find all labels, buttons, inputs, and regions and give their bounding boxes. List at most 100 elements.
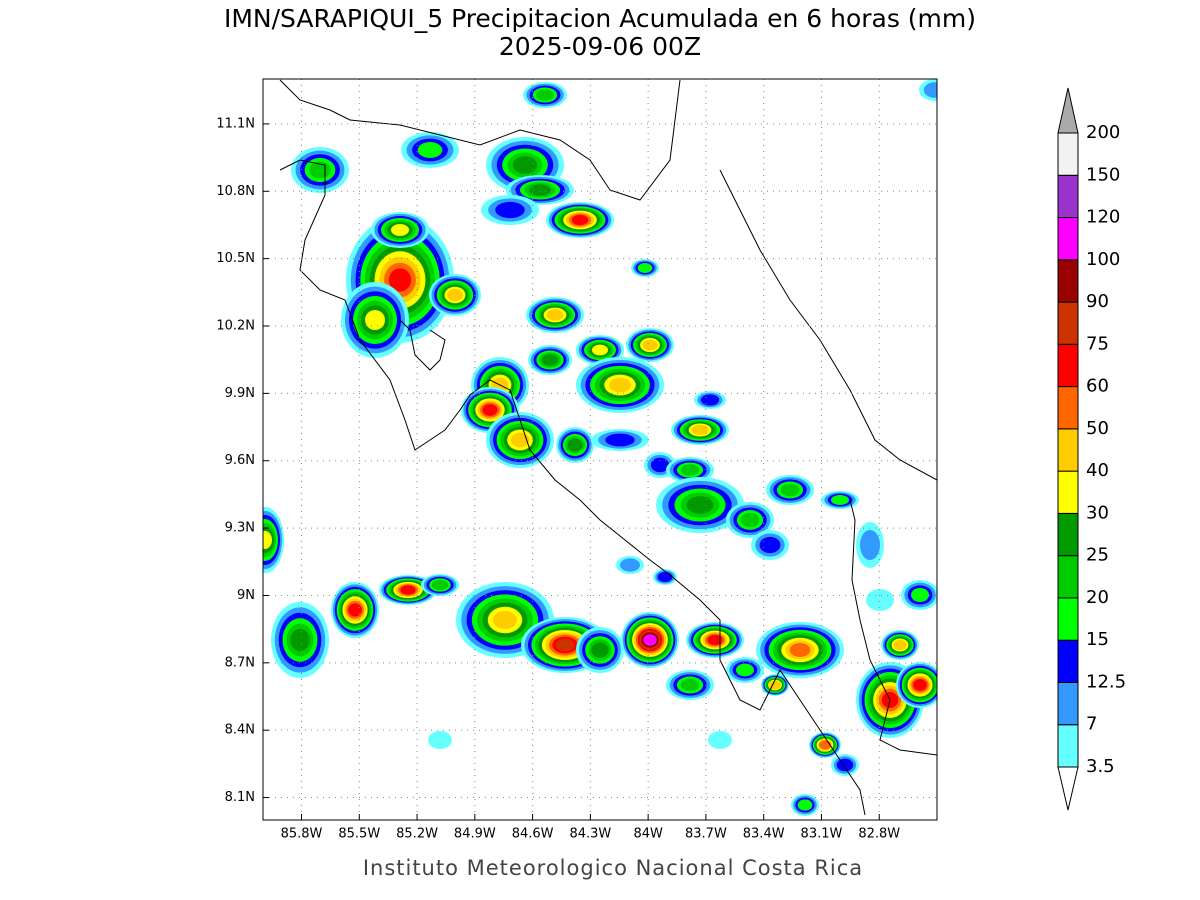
rain-contour [866, 589, 894, 611]
colorbar-box [1057, 386, 1079, 430]
colorbar-box [1057, 724, 1079, 768]
rain-contour [290, 628, 310, 652]
rain-contour [893, 639, 907, 651]
colorbar-label: 25 [1086, 545, 1109, 566]
rain-contour [708, 731, 732, 749]
colorbar-box [1057, 681, 1079, 726]
colorbar-label: 150 [1086, 164, 1120, 185]
colorbar-label: 200 [1086, 122, 1120, 143]
caribbean-coast [279, 79, 937, 481]
rain-contour [740, 512, 760, 528]
y-tick-label: 9.6N [225, 453, 255, 468]
rain-contour [391, 224, 409, 236]
colorbar-label: 100 [1086, 249, 1120, 270]
rain-contour [555, 638, 575, 652]
colorbar-box [1057, 132, 1079, 176]
colorbar-label: 30 [1086, 502, 1109, 523]
rain-contour [686, 496, 714, 514]
colorbar-label: 15 [1086, 629, 1109, 650]
coastlines [279, 79, 937, 816]
colorbar-label: 50 [1086, 418, 1109, 439]
rain-contour [769, 680, 781, 690]
x-tick-label: 85.8W [281, 827, 323, 842]
rain-contour [913, 679, 927, 691]
rain-contour [707, 634, 723, 646]
colorbar-box [1057, 428, 1079, 472]
rain-contour [592, 344, 608, 356]
rain-contour [493, 610, 517, 630]
x-tick-label: 82.8W [858, 827, 900, 842]
y-tick-label: 9N [237, 588, 255, 603]
rain-contour [797, 799, 813, 811]
rain-contour [546, 309, 564, 321]
rain-contour [400, 585, 416, 595]
rain-contour [447, 288, 463, 302]
colorbar-label: 60 [1086, 376, 1109, 397]
pacific-coast [279, 159, 866, 816]
rain-contour [819, 740, 831, 750]
rain-contour [428, 731, 452, 749]
rain-contour [591, 642, 609, 658]
axes: 85.8W 85.5W 85.2W 84.9W 84.6W 84.3W 84W 83.7W 83… [216, 79, 937, 842]
colorbar-label: 40 [1086, 460, 1109, 481]
rain-contour [536, 89, 554, 101]
rain-contour [911, 588, 929, 602]
y-tick-label: 10.2N [216, 319, 255, 334]
colorbar-label: 75 [1086, 333, 1109, 354]
y-tick-label: 9.3N [225, 521, 255, 536]
colorbar-label: 20 [1086, 587, 1109, 608]
colorbar-box [1057, 597, 1079, 641]
colorbar-box [1057, 555, 1079, 599]
colorbar-label: 7 [1086, 714, 1097, 735]
rain-contour [657, 571, 673, 583]
rain-contour [637, 263, 653, 273]
footer: Instituto Meteorologico Nacional Costa R… [363, 856, 863, 880]
rain-contour [642, 339, 658, 351]
x-tick-label: 84.3W [569, 827, 611, 842]
map-title: IMN/SARAPIQUI_5 Precipitacion Acumulada … [224, 4, 976, 33]
rain-contour [348, 603, 362, 617]
rain-contour [482, 404, 498, 416]
rain-contour [759, 536, 781, 554]
rain-contour [736, 663, 754, 677]
colorbar-box [1057, 512, 1079, 557]
map-subtitle: 2025-09-06 00Z [499, 32, 701, 61]
rain-contour [691, 424, 709, 436]
rain-contour [860, 530, 880, 560]
colorbar-box [1057, 343, 1079, 388]
x-tick-label: 85.2W [396, 827, 438, 842]
rain-contour [836, 758, 854, 772]
colorbar-label: 12.5 [1086, 671, 1126, 692]
colorbar-box [1057, 470, 1079, 514]
rain-contour [789, 643, 811, 657]
lake-outline [399, 319, 446, 371]
rain-contour [495, 201, 525, 219]
rain-contour [608, 377, 632, 393]
colorbar-label: 120 [1086, 207, 1120, 228]
rain-contour [567, 438, 583, 452]
plot-frame [262, 78, 938, 821]
rain-contour [605, 433, 635, 447]
rain-contour [417, 142, 443, 158]
colorbar-over [1057, 87, 1079, 134]
rain-contour [831, 495, 849, 505]
x-tick-label: 84W [633, 827, 663, 842]
colorbar-under [1057, 766, 1079, 811]
rain-contour [571, 214, 589, 226]
rain-contour [388, 268, 412, 292]
colorbar-box [1057, 301, 1079, 345]
x-tick-label: 84.9W [454, 827, 496, 842]
y-tick-label: 8.1N [225, 790, 255, 805]
rain-contour [510, 432, 530, 448]
x-tick-label: 85.5W [338, 827, 380, 842]
colorbar: 3.5 7 12.5 15 20 25 30 40 50 60 75 90 100 120 150 200 [1057, 87, 1126, 811]
rain-contour [365, 310, 385, 330]
rain-contour [431, 579, 449, 591]
rain-contour [923, 82, 937, 98]
colorbar-box [1057, 174, 1079, 219]
y-tick-label: 8.7N [225, 655, 255, 670]
rain-contour [680, 464, 700, 476]
y-tick-label: 10.5N [216, 251, 255, 266]
x-tick-label: 83.7W [685, 827, 727, 842]
